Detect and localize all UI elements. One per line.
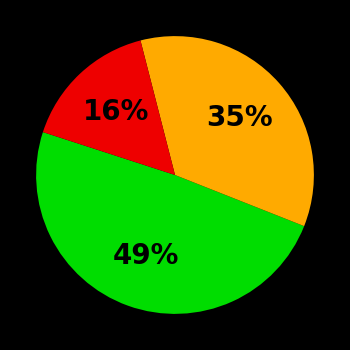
Wedge shape — [140, 36, 314, 226]
Wedge shape — [36, 132, 304, 314]
Text: 16%: 16% — [83, 98, 149, 126]
Text: 35%: 35% — [206, 104, 273, 132]
Wedge shape — [43, 41, 175, 175]
Text: 49%: 49% — [113, 242, 179, 270]
